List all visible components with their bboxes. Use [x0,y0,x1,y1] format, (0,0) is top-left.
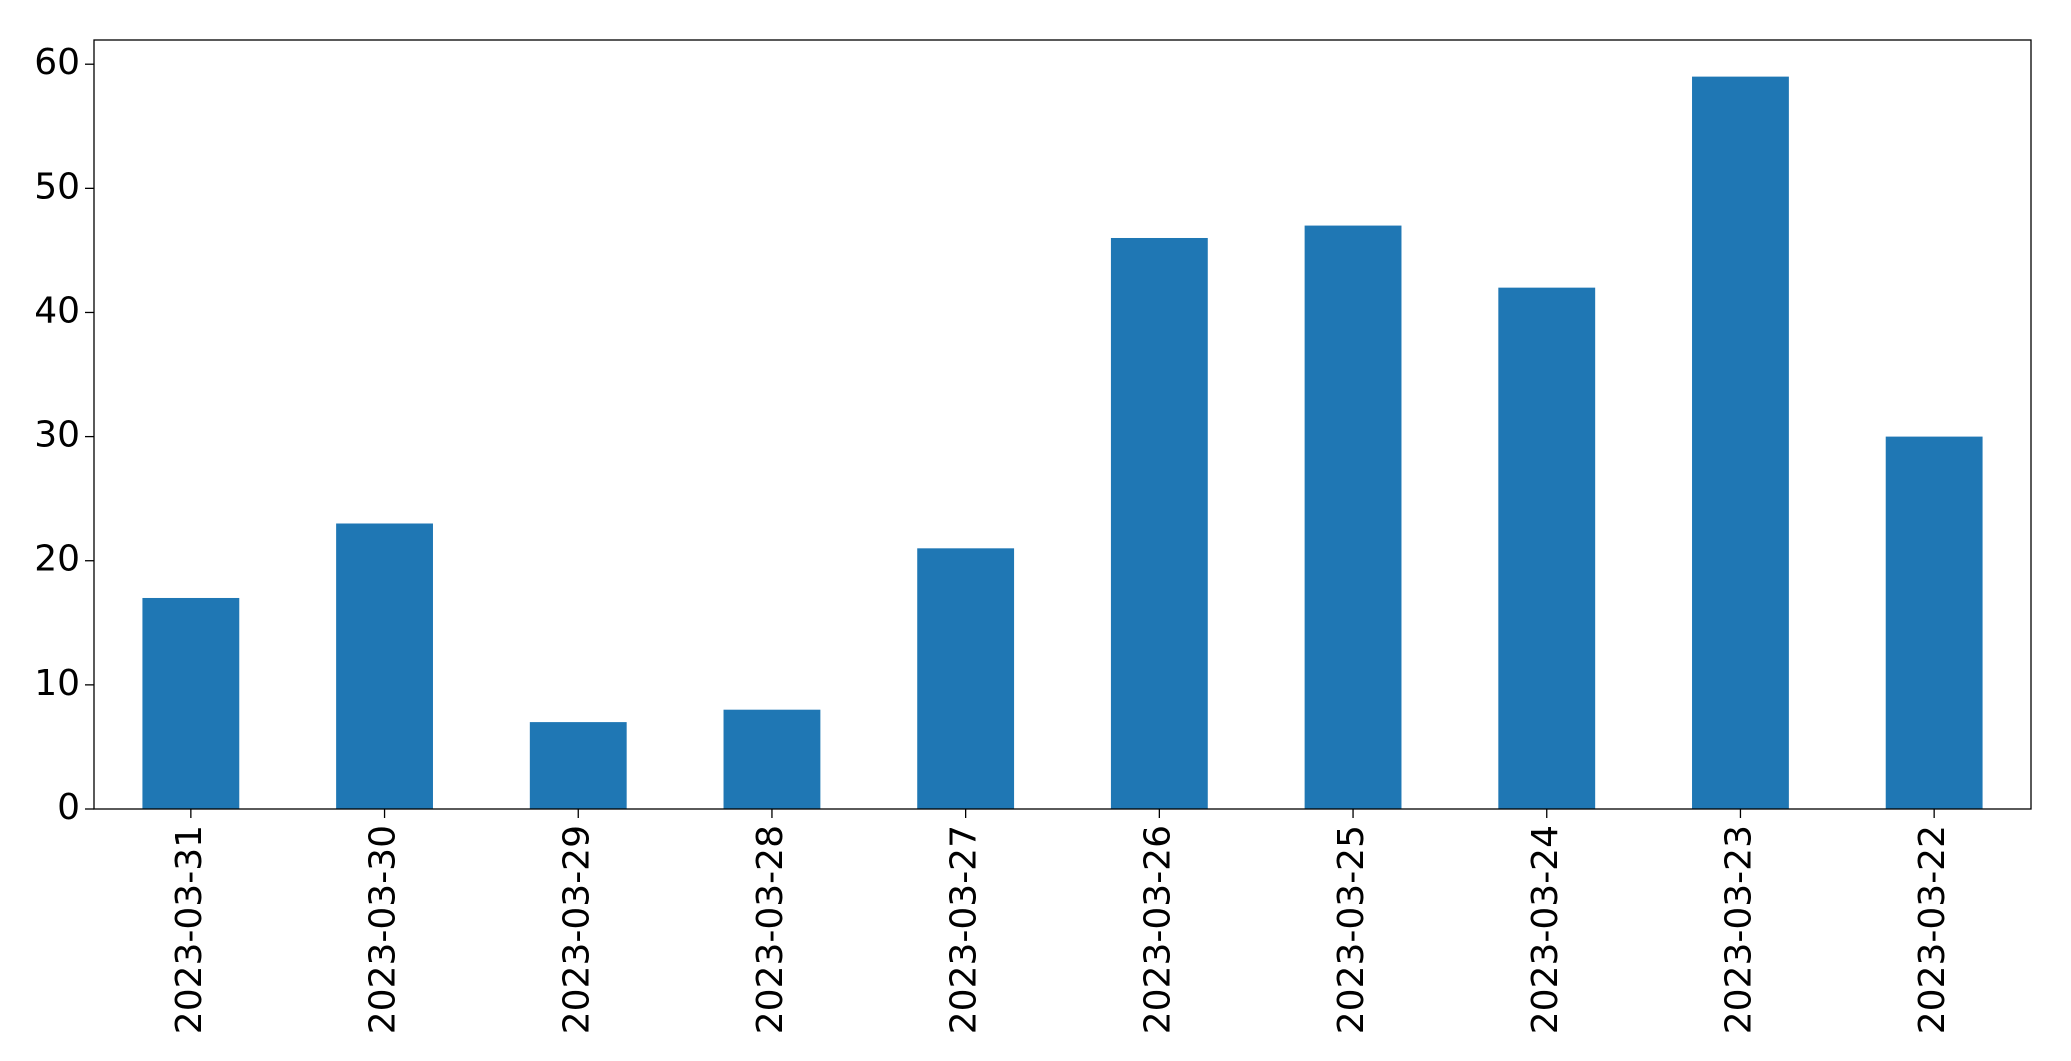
y-tick-label: 50 [34,166,80,207]
y-tick-label: 30 [34,415,80,456]
bar [1885,436,1983,809]
x-tick-label: 2023-03-27 [944,825,985,1034]
y-tick-label: 40 [34,290,80,331]
x-tick-label: 2023-03-29 [556,825,597,1034]
bar [1304,225,1402,809]
x-tick-label: 2023-03-26 [1137,825,1178,1034]
plot-frame [93,39,2032,810]
x-tick-label: 2023-03-25 [1331,825,1372,1034]
bar [917,548,1015,809]
bar [529,722,627,809]
bar [142,597,240,809]
x-tick-label: 2023-03-28 [750,825,791,1034]
y-tick-label: 20 [34,539,80,580]
x-tick-label: 2023-03-30 [363,825,404,1034]
x-tick-label: 2023-03-24 [1525,825,1566,1034]
x-tick-label: 2023-03-22 [1912,825,1953,1034]
bar [723,709,821,809]
x-tick-label: 2023-03-31 [169,825,210,1034]
bar [1498,287,1596,810]
y-tick-label: 60 [34,42,80,83]
y-tick-label: 0 [57,787,80,828]
bar [336,523,433,809]
y-tick-label: 10 [34,663,80,704]
bar [1110,237,1208,810]
bar [1692,76,1789,810]
x-tick-label: 2023-03-23 [1718,825,1759,1034]
